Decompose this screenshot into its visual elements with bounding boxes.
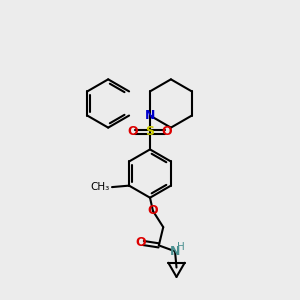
Text: N: N [145,109,155,122]
Text: CH₃: CH₃ [90,182,110,192]
Text: O: O [136,236,146,249]
Text: O: O [162,125,172,138]
Text: S: S [146,125,154,138]
Text: H: H [177,242,185,252]
Text: O: O [128,125,138,138]
Text: O: O [148,205,158,218]
Text: N: N [170,245,180,258]
